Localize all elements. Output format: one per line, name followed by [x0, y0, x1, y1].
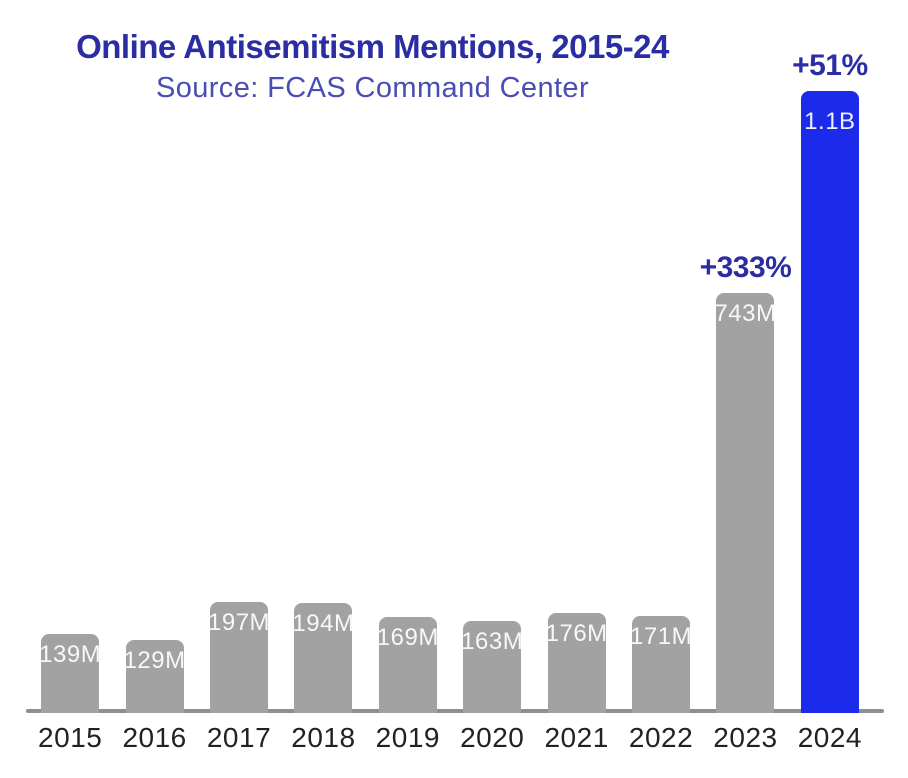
tick-label-2022: 2022: [628, 722, 694, 753]
bar-2021: 176M: [545, 613, 608, 713]
tick-label-2024: 2024: [797, 722, 862, 753]
bar-value-label-2015: 139M: [39, 641, 102, 668]
tick-label-2018: 2018: [291, 722, 356, 753]
chart-subtitle: Source: FCAS Command Center: [155, 72, 590, 104]
bar-column-2016: 129M: [112, 91, 196, 713]
bar-column-2017: 197M: [197, 91, 281, 713]
bar-column-2020: 163M: [450, 91, 534, 713]
tick-label-2021: 2021: [544, 722, 609, 753]
tick-label-2023: 2023: [713, 722, 778, 753]
growth-annotation-2024: +51%: [792, 49, 868, 82]
bar-value-label-2018: 194M: [292, 610, 355, 637]
bar-value-label-2020: 163M: [461, 628, 524, 655]
bar-value-label-2019: 169M: [376, 624, 439, 651]
chart-title: Online Antisemitism Mentions, 2015-24: [76, 28, 669, 65]
bar-2015: 139M: [39, 634, 102, 713]
bar-value-label-2016: 129M: [123, 647, 186, 674]
bar-value-label-2021: 176M: [545, 620, 608, 647]
bar-column-2015: 139M: [28, 91, 112, 713]
bar-value-label-2017: 197M: [207, 609, 271, 636]
bar-column-2018: 194M: [281, 91, 365, 713]
bar-2018: 194M: [292, 603, 355, 713]
x-axis-line: [26, 709, 884, 713]
chart-header: Online Antisemitism Mentions, 2015-24 So…: [0, 28, 745, 105]
bar-value-label-2022: 171M: [630, 623, 693, 650]
bar-2020: 163M: [461, 621, 524, 713]
bar-2016: 129M: [123, 640, 186, 713]
bar-column-2024: +51% 1.1B: [788, 49, 872, 713]
bar-column-2019: 169M: [366, 91, 450, 713]
growth-annotation-2023: +333%: [699, 251, 792, 284]
bar-column-2023: +333% 743M: [700, 91, 792, 713]
tick-label-2019: 2019: [375, 722, 440, 753]
x-axis-tick-labels: 2015 2016 2017 2018 2019 2020 2021 2022 2023 2024: [28, 722, 872, 754]
bar-2024: 1.1B: [800, 91, 859, 713]
tick-label-2017: 2017: [206, 722, 272, 753]
bar-column-2022: 171M: [619, 91, 703, 713]
bar-2019: 169M: [376, 617, 439, 713]
bars-area: 139M 129M 197M 194M 169M 163M 176M 171M +333% 743…: [28, 49, 872, 713]
bar-column-2021: 176M: [534, 91, 618, 713]
tick-label-2020: 2020: [460, 722, 525, 753]
tick-label-2016: 2016: [122, 722, 187, 753]
bar-value-label-2024: 1.1B: [804, 108, 856, 135]
tick-label-2015: 2015: [38, 722, 103, 753]
bar-2023: 743M: [714, 293, 777, 713]
bar-value-label-2023: 743M: [714, 300, 777, 327]
bar-2017: 197M: [207, 602, 271, 713]
bar-2022: 171M: [630, 616, 693, 713]
